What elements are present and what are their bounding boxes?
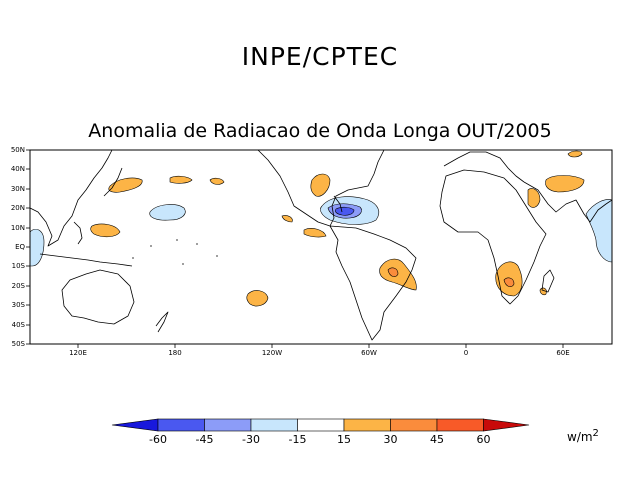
colorbar-label: 60 <box>477 433 491 446</box>
lon-label: 0 <box>464 349 468 357</box>
colorbar-swatch <box>157 418 205 432</box>
colorbar-label: -15 <box>289 433 307 446</box>
lat-label: 30S <box>12 301 26 309</box>
positive-anomaly-brazil-core <box>387 267 399 277</box>
colorbar-arrow-low <box>111 418 159 432</box>
units-exponent: 2 <box>592 428 599 439</box>
agency-title: INPE/CPTEC <box>241 42 399 71</box>
colorbar-label: -30 <box>242 433 260 446</box>
positive-anomaly-arabia-b <box>545 175 585 193</box>
coast-florida <box>333 195 343 213</box>
colorbar-arrow-high <box>483 418 530 432</box>
colorbar-swatch <box>436 418 484 432</box>
map-title: Anomalia de Radiacao de Onda Longa OUT/2… <box>88 120 552 142</box>
lat-axis <box>26 149 30 345</box>
colorbar-swatch <box>343 418 391 432</box>
coast-arabia-india <box>523 181 613 223</box>
colorbar-swatch <box>204 418 252 432</box>
lon-labels: 120E 180 120W 60W 0 60E <box>69 349 570 357</box>
colorbar-swatch <box>390 418 438 432</box>
lat-label: 10N <box>11 224 25 232</box>
colorbar-labels: -60 -45 -30 -15 15 30 45 60 <box>149 433 490 446</box>
lon-label: 120W <box>262 349 282 357</box>
coast-japan <box>103 167 123 197</box>
lon-axis <box>77 344 564 348</box>
coast-south-america <box>329 225 417 341</box>
positive-anomaly-south-pacific <box>246 290 269 307</box>
positive-anomaly-north-pacific-a <box>169 175 193 184</box>
colorbar-label: 15 <box>337 433 351 446</box>
coast-europe <box>443 151 525 183</box>
colorbar-label: 30 <box>384 433 398 446</box>
colorbar-swatch <box>250 418 298 432</box>
coast-australia <box>61 269 135 325</box>
lat-label: 50N <box>11 146 25 154</box>
anomaly-fields <box>29 150 613 307</box>
lat-label: 20S <box>12 282 26 290</box>
negative-anomaly-caribbean-center <box>335 206 355 216</box>
positive-anomaly-arabia-a <box>527 188 541 208</box>
positive-anomaly-north-pacific-b <box>209 177 225 185</box>
lon-label: 60W <box>361 349 377 357</box>
lat-label: 30N <box>11 185 25 193</box>
lat-label: EQ <box>15 243 25 251</box>
colorbar-label: -60 <box>149 433 167 446</box>
units-text: w/m <box>567 430 593 444</box>
lon-label: 60E <box>556 349 569 357</box>
positive-anomaly-west-pacific <box>90 223 121 238</box>
colorbar-label: 45 <box>430 433 444 446</box>
lat-labels: 50N 40N 30N 20N 10N EQ 10S 20S 30S 40S 5… <box>11 146 26 348</box>
coast-pacific-islands <box>132 239 218 265</box>
coast-africa <box>439 169 547 305</box>
positive-anomaly-us <box>310 173 331 197</box>
colorbar-swatch <box>297 418 345 432</box>
positive-anomaly-southern-africa-core <box>503 277 515 287</box>
coast-north-america <box>257 149 385 227</box>
colorbar-label: -45 <box>196 433 214 446</box>
coast-new-zealand <box>155 311 169 333</box>
lat-label: 50S <box>12 340 26 348</box>
coast-philippines <box>73 221 83 245</box>
colorbar <box>111 418 530 432</box>
coast-asia <box>29 149 113 247</box>
negative-anomaly-pacific <box>149 204 186 221</box>
lon-label: 120E <box>69 349 87 357</box>
colorbar-units: w/m2 <box>567 428 599 444</box>
lat-label: 10S <box>12 262 26 270</box>
positive-anomaly-mexico <box>281 215 293 223</box>
lon-label: 180 <box>168 349 181 357</box>
positive-anomaly-central-asia <box>567 150 583 158</box>
lat-label: 40S <box>12 321 26 329</box>
coastlines <box>29 149 613 341</box>
negative-anomaly-indian-west <box>29 229 45 267</box>
positive-anomaly-east-pacific <box>303 228 327 238</box>
coast-madagascar <box>541 269 555 293</box>
coast-indonesia <box>39 253 133 267</box>
lat-label: 40N <box>11 165 25 173</box>
positive-anomaly-nw-pacific <box>108 177 143 193</box>
lat-label: 20N <box>11 204 25 212</box>
negative-anomaly-indian-east <box>585 199 613 263</box>
